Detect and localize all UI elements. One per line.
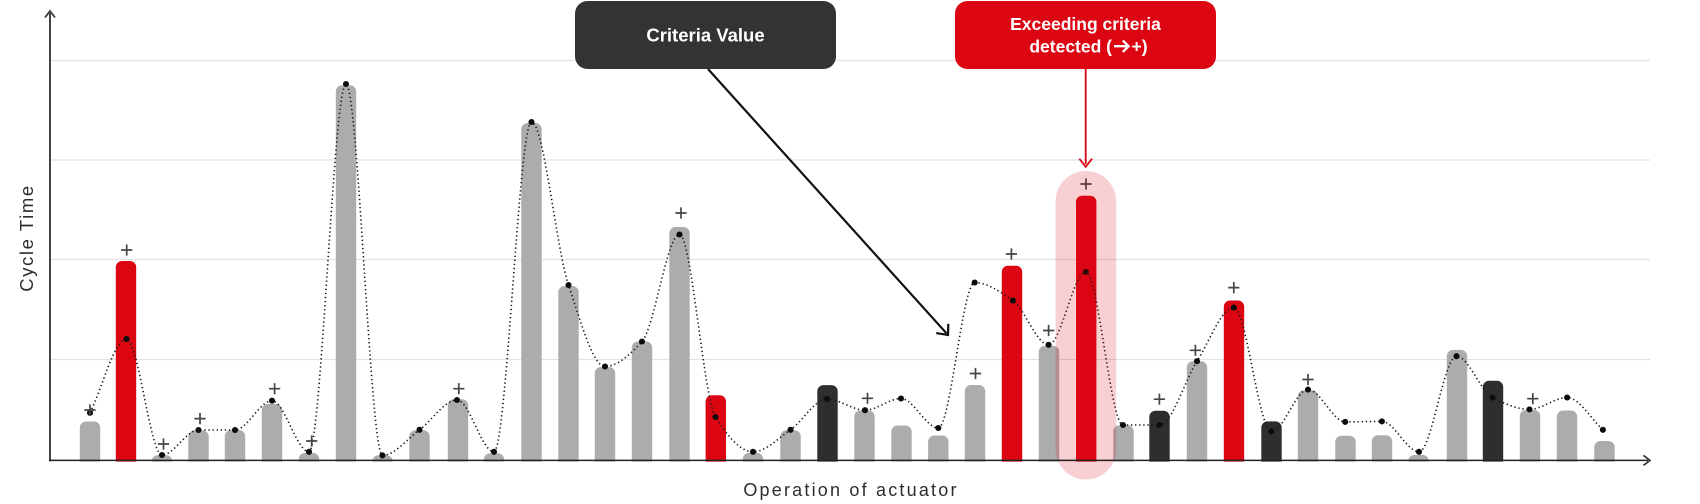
- svg-text:+): +): [1132, 37, 1148, 57]
- svg-text:detected (: detected (: [1029, 37, 1112, 57]
- svg-text:Criteria Value: Criteria Value: [646, 25, 764, 46]
- svg-text:Cycle Time: Cycle Time: [16, 184, 37, 292]
- svg-text:Exceeding criteria: Exceeding criteria: [1010, 14, 1161, 34]
- svg-text:Operation of actuator: Operation of actuator: [743, 480, 958, 500]
